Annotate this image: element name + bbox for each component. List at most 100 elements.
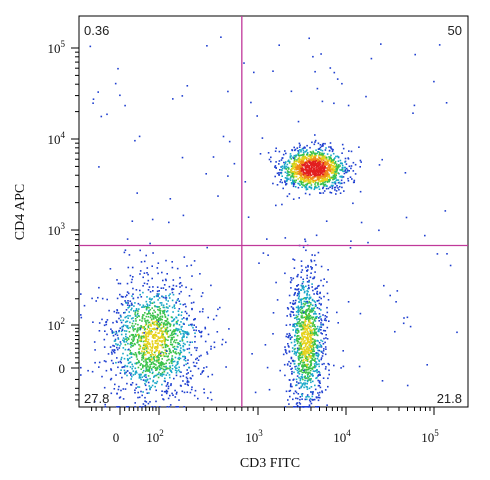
event-dot bbox=[194, 335, 196, 338]
event-dot bbox=[138, 352, 141, 354]
event-dot bbox=[210, 398, 213, 401]
event-dot bbox=[288, 350, 291, 352]
event-dot bbox=[284, 272, 286, 275]
event-dot bbox=[162, 279, 164, 282]
event-dot bbox=[312, 161, 315, 163]
event-dot bbox=[300, 376, 303, 378]
event-dot bbox=[154, 323, 156, 326]
event-dot bbox=[142, 346, 144, 349]
event-dot bbox=[290, 357, 293, 360]
event-dot bbox=[154, 342, 156, 344]
event-dot bbox=[306, 336, 309, 339]
event-dot bbox=[331, 181, 334, 184]
event-dot bbox=[323, 157, 325, 159]
event-dot bbox=[165, 362, 167, 365]
event-dot bbox=[292, 323, 295, 326]
event-dot bbox=[207, 316, 209, 319]
event-dot bbox=[156, 286, 159, 288]
event-dot bbox=[304, 177, 306, 180]
event-dot bbox=[200, 330, 203, 333]
event-dot bbox=[153, 376, 155, 378]
event-dot bbox=[134, 139, 136, 142]
event-dot bbox=[142, 314, 145, 316]
event-dot bbox=[329, 178, 331, 180]
event-dot bbox=[283, 163, 286, 166]
event-dot bbox=[200, 295, 203, 298]
event-dot bbox=[315, 377, 317, 380]
event-dot bbox=[337, 181, 340, 184]
event-dot bbox=[283, 363, 286, 366]
event-dot bbox=[313, 359, 316, 361]
event-dot bbox=[295, 155, 297, 158]
event-dot bbox=[163, 342, 166, 345]
event-dot bbox=[177, 342, 179, 344]
event-dot bbox=[280, 179, 282, 181]
event-dot bbox=[308, 158, 310, 160]
event-dot bbox=[119, 344, 121, 347]
event-dot bbox=[206, 353, 209, 355]
event-dot bbox=[123, 341, 126, 343]
event-dot bbox=[304, 339, 306, 342]
event-dot bbox=[151, 369, 153, 371]
event-dot bbox=[293, 294, 295, 296]
event-dot bbox=[347, 177, 349, 180]
event-dot bbox=[328, 164, 330, 167]
event-dot bbox=[297, 182, 299, 185]
event-dot bbox=[314, 157, 317, 159]
event-dot bbox=[186, 341, 189, 343]
event-dot bbox=[98, 286, 100, 289]
event-dot bbox=[321, 157, 323, 160]
event-dot bbox=[178, 342, 181, 345]
event-dot bbox=[310, 157, 313, 160]
event-dot bbox=[122, 347, 125, 349]
event-dot bbox=[133, 353, 136, 356]
event-dot bbox=[292, 277, 295, 280]
event-dot bbox=[305, 168, 307, 171]
event-dot bbox=[322, 192, 325, 194]
event-dot bbox=[314, 388, 317, 391]
event-dot bbox=[151, 328, 153, 330]
event-dot bbox=[299, 342, 301, 345]
event-dot bbox=[116, 393, 118, 395]
quadrant-label-lower-left: 27.8 bbox=[84, 391, 109, 406]
event-dot bbox=[165, 299, 167, 301]
event-dot bbox=[352, 161, 355, 164]
event-dot bbox=[203, 388, 205, 390]
event-dot bbox=[318, 359, 320, 362]
event-dot bbox=[300, 352, 303, 354]
event-dot bbox=[175, 333, 177, 335]
event-dot bbox=[298, 292, 301, 295]
event-dot bbox=[292, 185, 295, 188]
event-dot bbox=[100, 115, 103, 118]
event-dot bbox=[298, 158, 301, 161]
event-dot bbox=[304, 173, 306, 176]
event-dot bbox=[297, 329, 300, 332]
event-dot bbox=[360, 161, 362, 163]
event-dot bbox=[139, 293, 141, 296]
event-dot bbox=[310, 355, 312, 357]
plot-frame bbox=[78, 15, 469, 408]
event-dot bbox=[315, 362, 317, 364]
event-dot bbox=[312, 332, 315, 335]
event-dot bbox=[178, 399, 180, 401]
event-dot bbox=[314, 288, 316, 290]
event-dot bbox=[147, 273, 149, 276]
event-dot bbox=[308, 279, 310, 282]
event-dot bbox=[167, 335, 169, 338]
event-dot bbox=[329, 191, 331, 194]
event-dot bbox=[318, 381, 321, 384]
event-dot bbox=[145, 332, 148, 334]
event-dot bbox=[170, 332, 173, 335]
event-dot bbox=[314, 185, 317, 188]
event-dot bbox=[130, 342, 132, 344]
event-dot bbox=[303, 174, 306, 177]
event-dot bbox=[307, 266, 309, 268]
event-dot bbox=[352, 202, 354, 205]
event-dot bbox=[130, 383, 132, 386]
event-dot bbox=[295, 306, 298, 309]
event-dot bbox=[134, 309, 137, 312]
event-dot bbox=[324, 346, 327, 348]
event-dot bbox=[126, 358, 129, 360]
event-dot bbox=[142, 340, 145, 343]
event-dot bbox=[324, 173, 326, 176]
